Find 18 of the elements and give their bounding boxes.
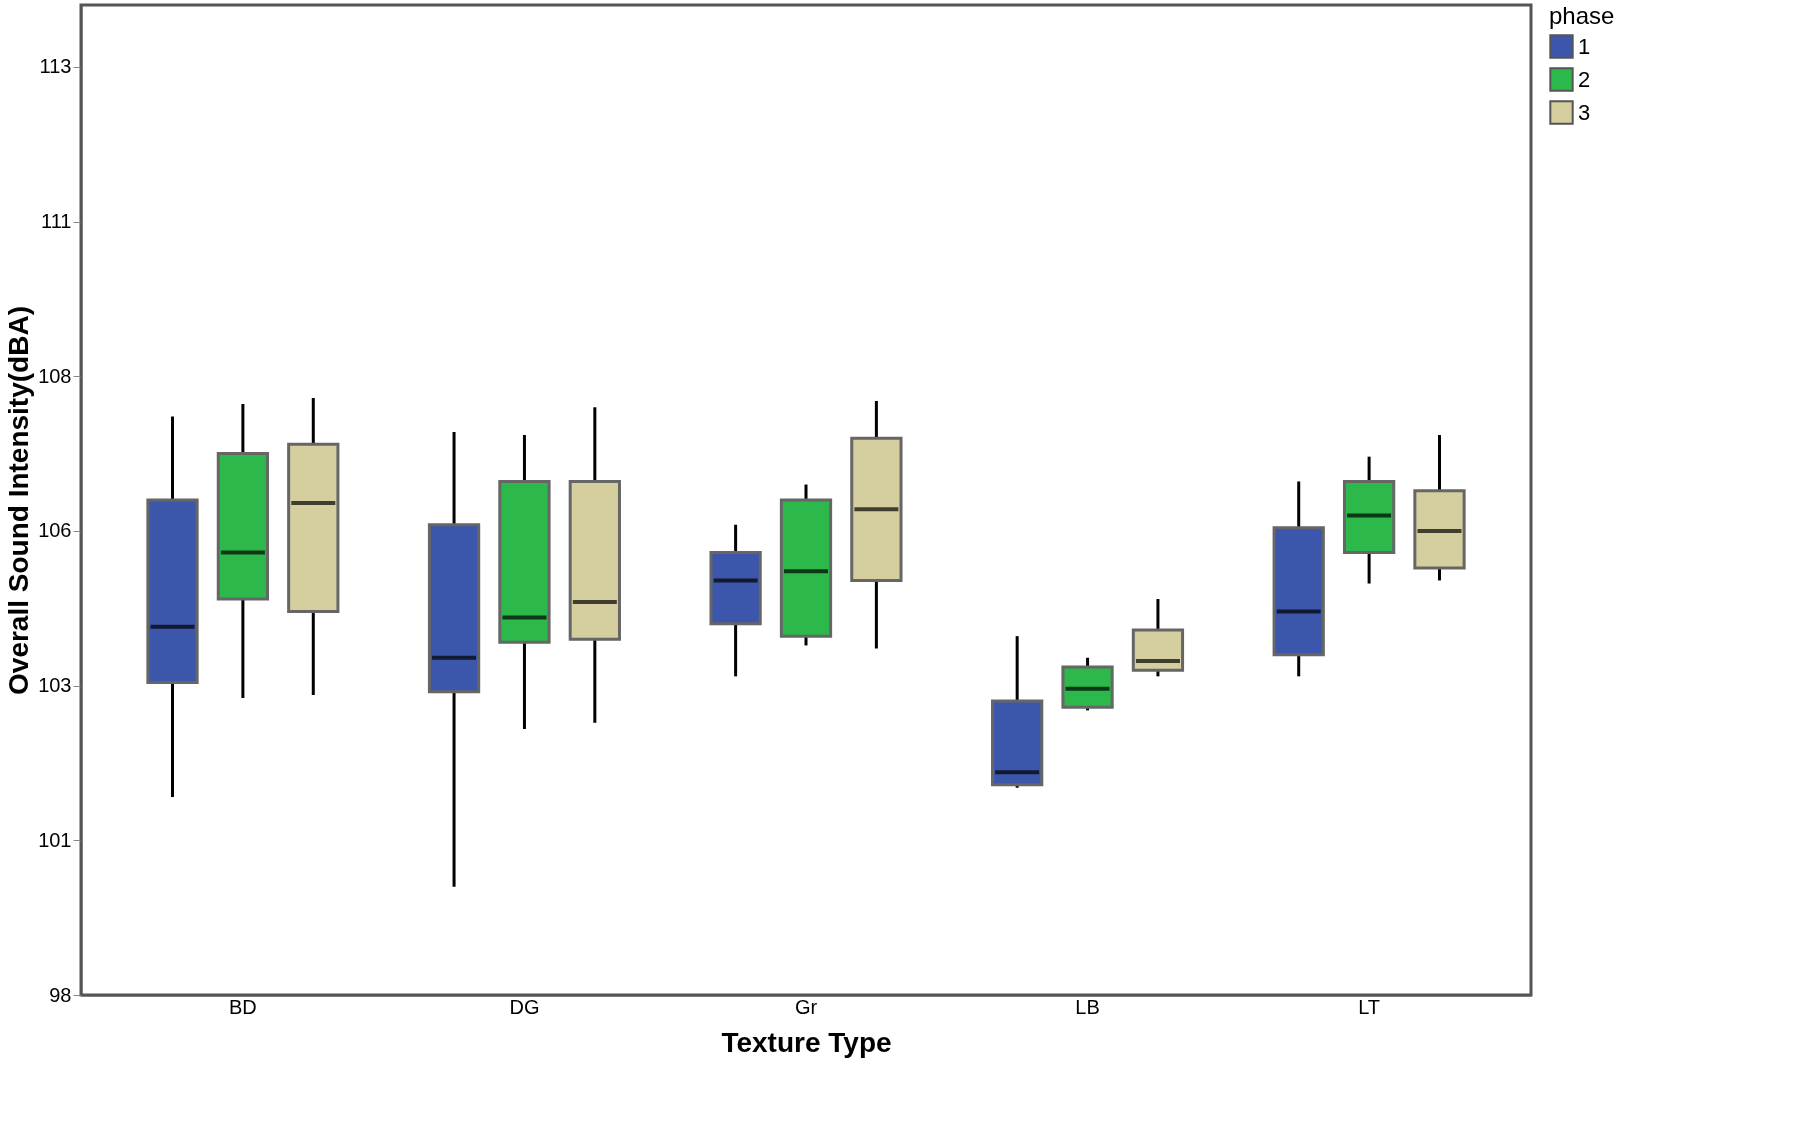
y-tick-label: 103	[38, 674, 72, 697]
x-tick-label: Gr	[794, 995, 818, 1018]
x-tick-label: DG	[509, 995, 540, 1018]
legend-label: 3	[1578, 99, 1591, 125]
y-tick-label: 113	[39, 55, 72, 78]
legend-label: 1	[1578, 33, 1591, 59]
x-tick-label: LB	[1075, 995, 1100, 1018]
x-tick-label: LT	[1358, 995, 1381, 1018]
y-axis-title: Overall Sound Intensity(dBA)	[3, 306, 35, 695]
y-tick-label: 111	[41, 210, 72, 233]
legend-label: 2	[1578, 66, 1591, 92]
x-axis-title: Texture Type	[721, 1026, 892, 1058]
y-tick-label: 106	[38, 519, 72, 542]
legend-title: phase	[1549, 2, 1615, 29]
x-tick-label: BD	[228, 995, 257, 1018]
y-tick-label: 108	[38, 364, 72, 387]
y-tick-label: 101	[38, 828, 72, 851]
y-tick-label: 98	[49, 983, 72, 1006]
